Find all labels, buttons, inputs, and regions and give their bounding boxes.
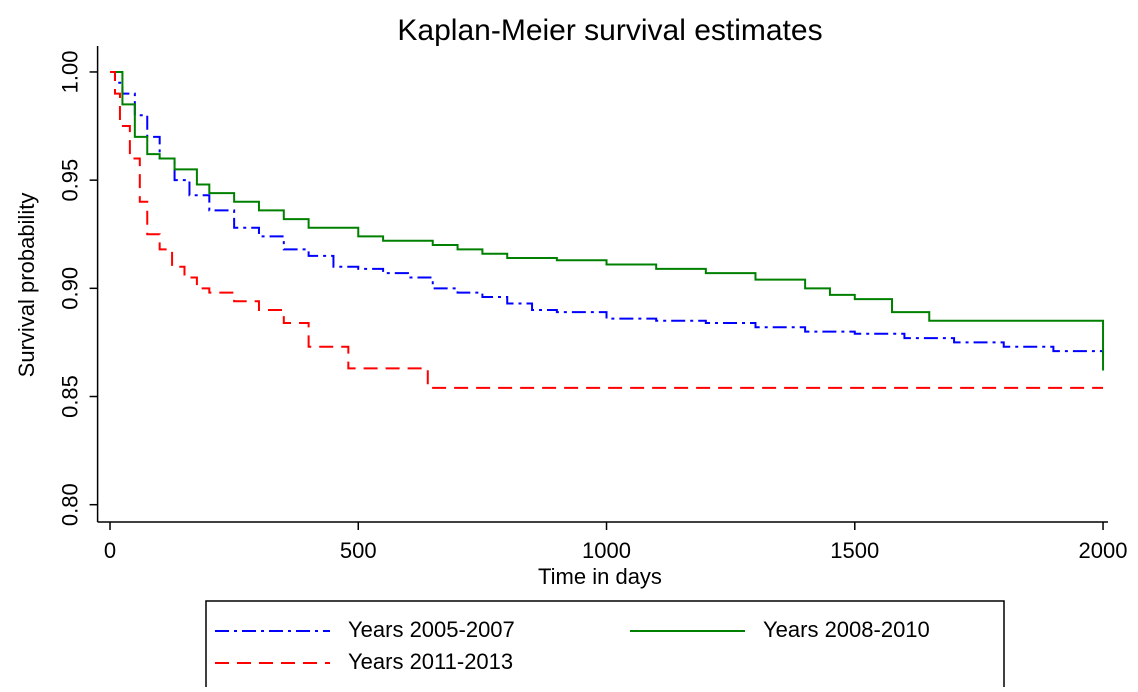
survival-line [110,70,1105,371]
chart-title: Kaplan-Meier survival estimates [397,14,822,47]
survival-line [110,70,1105,356]
legend-label: Years 2005-2007 [348,617,515,642]
y-tick-label: 0.95 [57,159,82,202]
x-tick-label: 0 [104,538,116,563]
legend-label: Years 2008-2010 [763,617,930,642]
x-tick-label: 1000 [582,538,631,563]
x-tick-label: 1500 [830,538,879,563]
legend-box [205,600,1005,692]
x-axis-label: Time in days [538,564,662,589]
y-axis-label: Survival probability [14,193,39,378]
y-tick-label: 0.80 [57,483,82,526]
y-tick-label: 0.85 [57,375,82,418]
x-tick-label: 2000 [1079,538,1128,563]
y-tick-label: 0.90 [57,267,82,310]
y-tick-label: 1.00 [57,51,82,94]
survival-line [110,70,1104,389]
x-tick-label: 500 [340,538,377,563]
legend-label: Years 2011-2013 [348,649,513,674]
